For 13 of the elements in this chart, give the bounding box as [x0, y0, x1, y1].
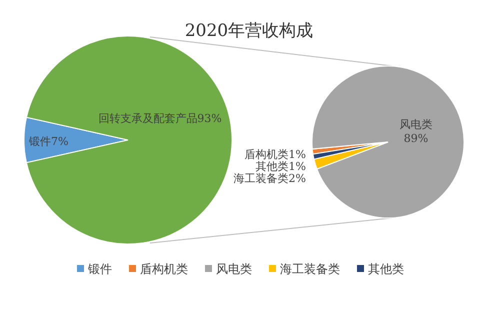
- chart-title: 2020年营收构成: [184, 21, 314, 41]
- legend-label: 其他类: [368, 262, 404, 276]
- pie-slice: [312, 66, 464, 218]
- data-label: 其他类1%: [256, 160, 306, 173]
- legend-label: 锻件: [87, 262, 112, 276]
- data-label: 锻件7%: [28, 135, 68, 148]
- legend-label: 盾构机类: [140, 262, 188, 276]
- data-label: 海工装备类2%: [234, 172, 306, 185]
- data-label: 风电类 89%: [400, 118, 432, 145]
- legend-label: 海工装备类: [280, 262, 340, 276]
- data-label: 回转支承及配套产品93%: [98, 112, 222, 125]
- legend-label: 风电类: [216, 262, 252, 276]
- data-label: 盾构机类1%: [244, 148, 306, 161]
